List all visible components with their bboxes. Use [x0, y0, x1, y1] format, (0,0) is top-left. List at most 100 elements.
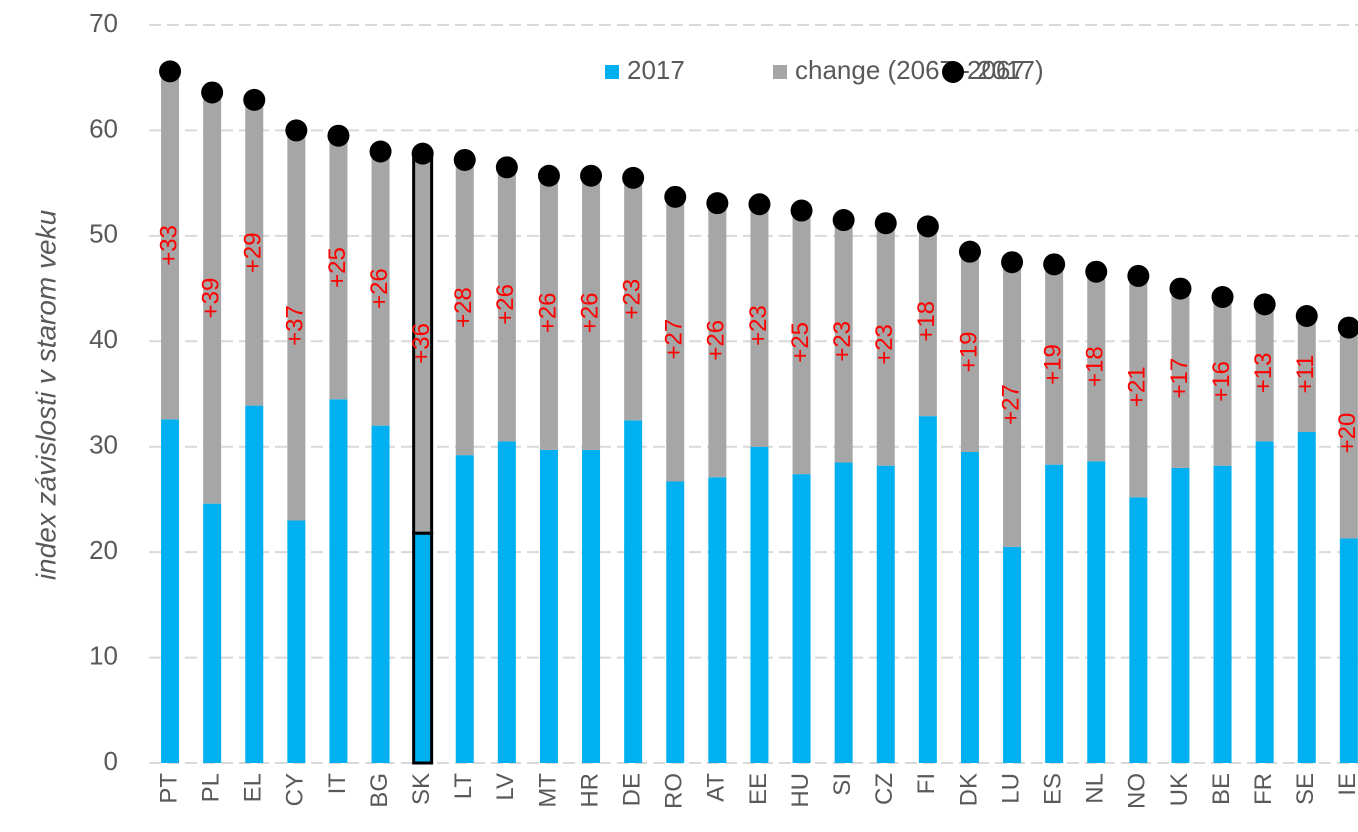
bar-change [1129, 275, 1148, 498]
bar-2017 [455, 455, 474, 763]
bar-2017 [834, 462, 853, 763]
change-label: +25 [787, 322, 814, 363]
x-tick-label: HR [576, 773, 603, 808]
bar-change [792, 210, 811, 475]
bar-change [161, 71, 180, 420]
x-tick-label: PT [155, 773, 182, 804]
dot-2067 [706, 192, 729, 215]
bar-change [750, 204, 769, 447]
bar-change [1171, 288, 1190, 468]
bar-change [834, 220, 853, 463]
bar-2017 [708, 477, 727, 763]
dot-2067 [622, 166, 645, 189]
legend-swatch [773, 65, 787, 79]
legend-label: 2067 [967, 55, 1025, 85]
change-label: +19 [1039, 344, 1066, 385]
change-label: +23 [829, 321, 856, 362]
bar-2017 [1255, 441, 1274, 763]
bar-change [371, 151, 390, 426]
dot-2067 [874, 212, 897, 235]
legend-swatch [605, 65, 619, 79]
dot-2067 [159, 60, 182, 83]
x-tick-label: MT [534, 773, 561, 808]
bar-2017 [582, 449, 601, 763]
x-tick-label: AT [703, 773, 730, 802]
dot-2067 [201, 81, 224, 104]
y-tick-label: 60 [89, 113, 118, 143]
change-label: +18 [1082, 346, 1109, 387]
bar-2017 [161, 419, 180, 763]
dot-2067 [1211, 286, 1234, 309]
x-tick-label: NO [1124, 773, 1151, 809]
x-tick-label: DK [955, 773, 982, 806]
dot-2067 [1085, 260, 1108, 283]
change-label: +37 [282, 305, 309, 346]
x-tick-label: CY [282, 773, 309, 806]
bar-2017 [287, 520, 306, 763]
dot-2067 [537, 164, 560, 187]
x-tick-label: IT [324, 773, 351, 795]
x-tick-label: ES [1039, 773, 1066, 805]
bar-2017 [624, 420, 643, 763]
change-label: +29 [240, 232, 267, 273]
dot-2067 [1253, 293, 1276, 316]
x-tick-label: UK [1166, 773, 1193, 806]
legend-label: change (2067 - 2017) [795, 55, 1044, 85]
x-tick-label: EL [240, 773, 267, 802]
bar-change [1087, 271, 1106, 462]
bar-2017 [1087, 461, 1106, 763]
change-label: +16 [1208, 361, 1235, 402]
bar-change [539, 175, 558, 450]
dot-2067 [1169, 277, 1192, 300]
bar-change [1045, 264, 1064, 465]
dot-2067 [916, 215, 939, 238]
change-label: +20 [1334, 413, 1358, 454]
bar-change [708, 203, 727, 478]
bar-change [1297, 315, 1316, 432]
change-label: +26 [366, 268, 393, 309]
dot-2067 [1337, 316, 1358, 339]
change-label: +27 [661, 319, 688, 360]
dot-2067 [790, 199, 813, 222]
legend-label: 2017 [627, 55, 685, 85]
bar-change [455, 159, 474, 456]
bar-change [287, 130, 306, 521]
change-label: +26 [534, 292, 561, 333]
x-tick-label: EE [745, 773, 772, 805]
dot-2067 [1043, 253, 1066, 276]
y-tick-label: 10 [89, 640, 118, 670]
change-label: +11 [1292, 354, 1319, 393]
dot-2067 [285, 119, 308, 142]
bar-2017 [539, 449, 558, 763]
bar-change [582, 175, 601, 450]
change-label: +19 [955, 331, 982, 372]
x-tick-label: SK [408, 773, 435, 805]
dot-2067 [411, 142, 434, 165]
bar-change [1339, 327, 1358, 539]
x-tick-label: LT [450, 773, 477, 800]
change-label: +27 [997, 384, 1024, 425]
y-tick-label: 40 [89, 324, 118, 354]
bar-change [203, 92, 222, 504]
bar-2017 [1129, 497, 1148, 763]
dot-2067 [327, 124, 350, 147]
y-tick-label: 70 [89, 8, 118, 38]
bar-2017 [1171, 467, 1190, 763]
change-label: +39 [197, 278, 224, 319]
bar-2017 [876, 465, 895, 763]
change-label: +21 [1124, 366, 1151, 407]
y-tick-label: 20 [89, 535, 118, 565]
bar-2017 [792, 474, 811, 763]
dot-2067 [664, 185, 687, 208]
bar-change [1255, 304, 1274, 442]
y-tick-label: 50 [89, 219, 118, 249]
bar-2017 [497, 441, 516, 763]
bar-2017 [203, 503, 222, 763]
dot-2067 [1001, 251, 1024, 274]
x-tick-label: CZ [871, 773, 898, 805]
change-label: +36 [408, 323, 435, 364]
bar-2017 [329, 399, 348, 763]
x-tick-label: NL [1082, 773, 1109, 804]
bar-2017 [1003, 546, 1022, 763]
